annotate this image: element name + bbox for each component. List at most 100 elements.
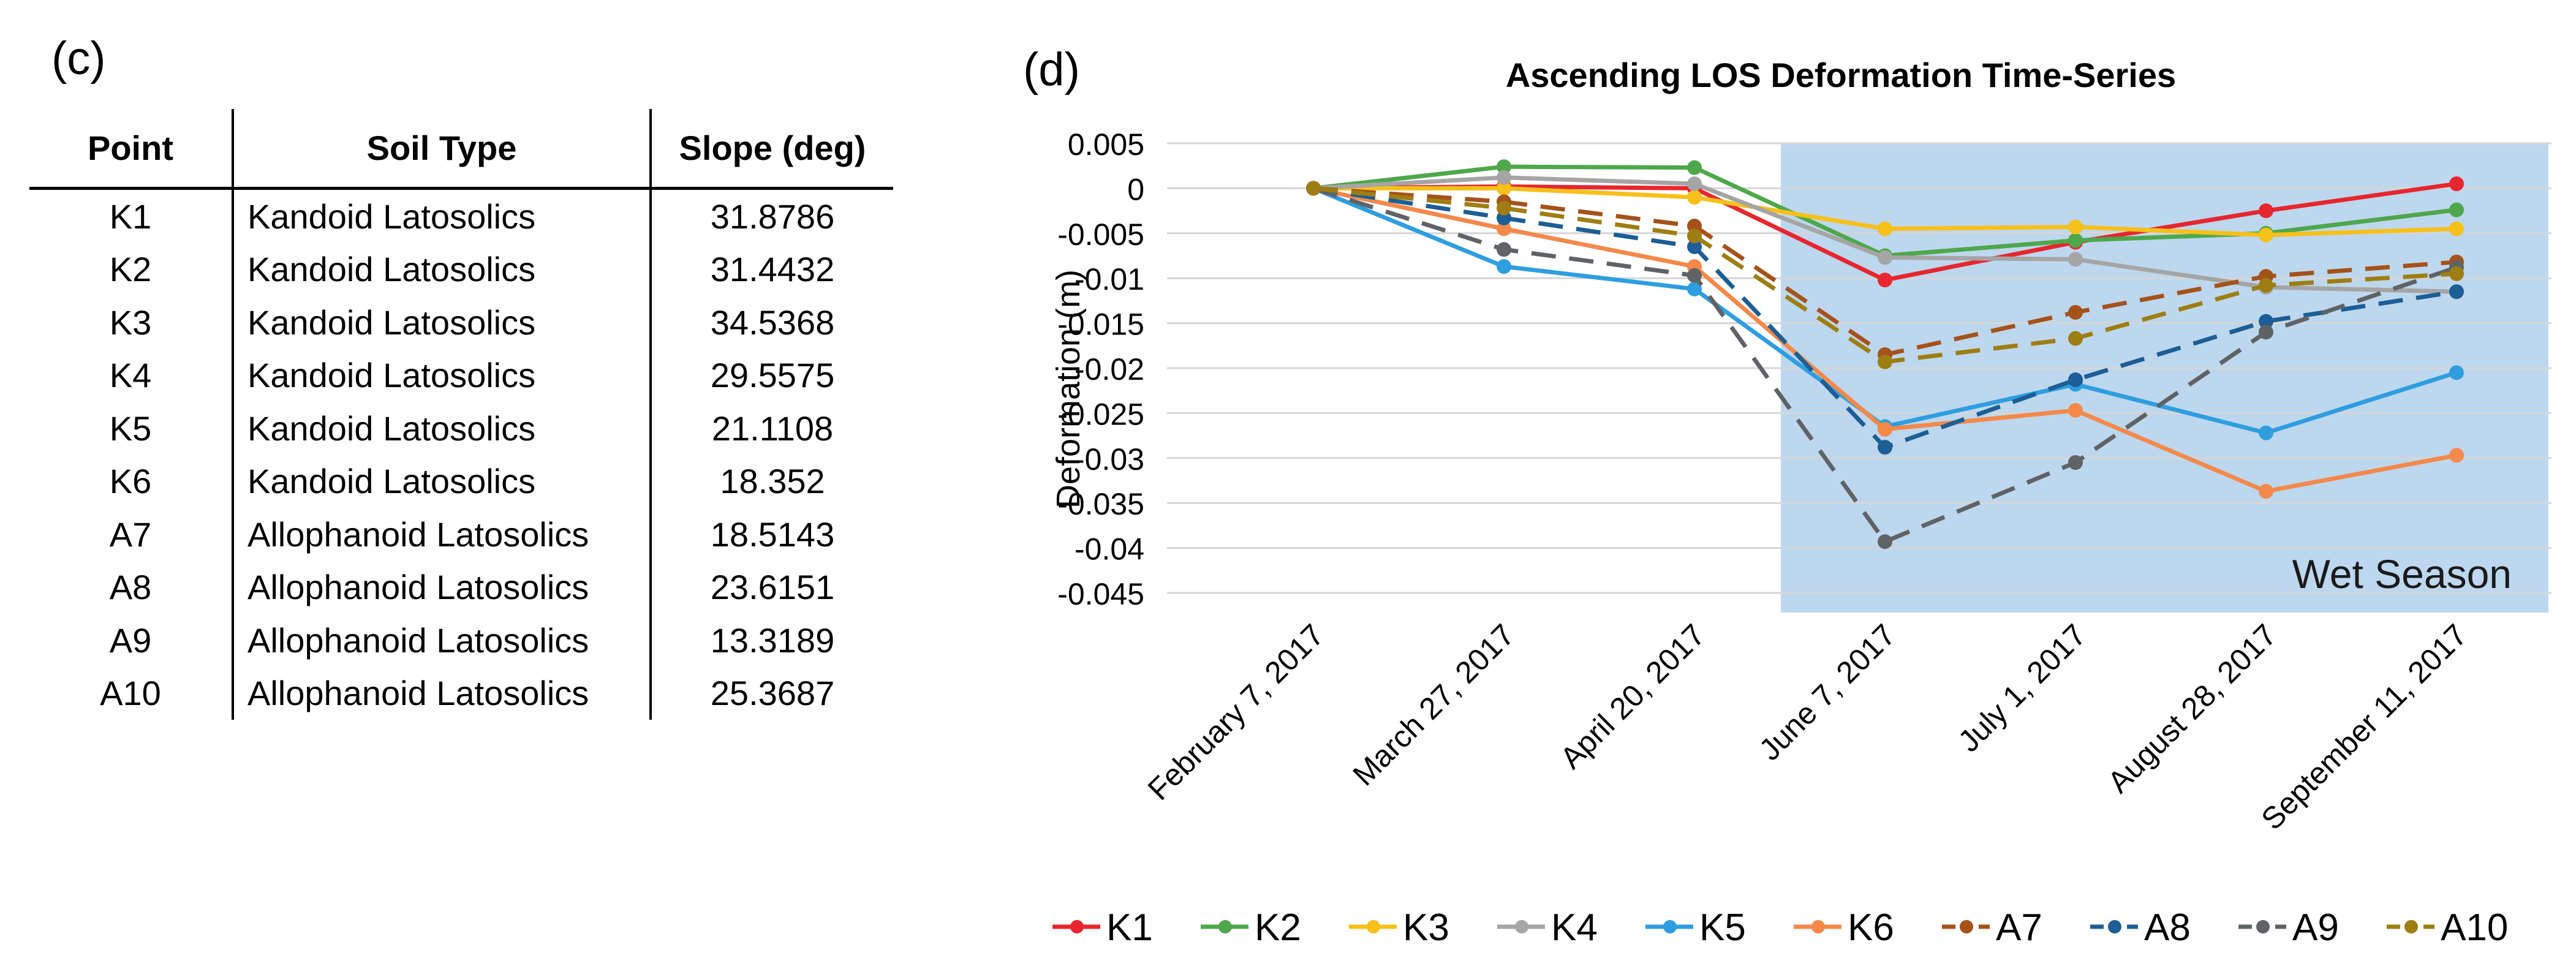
x-tick-label: April 20, 2017 (1554, 617, 1712, 775)
data-point (2068, 304, 2083, 320)
series-line (1312, 186, 2458, 544)
legend-marker (1218, 920, 1232, 933)
cell-soil-type: Kandoid Latosolics (232, 243, 651, 296)
data-point (1687, 219, 1702, 234)
cell-soil-type: Allophanoid Latosolics (232, 666, 651, 720)
data-point (1878, 421, 1892, 437)
header-point: Point (29, 109, 233, 190)
y-tick-label: -0.03 (1075, 442, 1144, 477)
data-point (1878, 419, 1892, 434)
data-point (1687, 176, 1702, 192)
legend-item-k1: K1 (1052, 907, 1153, 949)
data-point (1687, 190, 1702, 205)
series-lines (1306, 159, 2464, 549)
legend-item-a8: A8 (2090, 907, 2191, 949)
legend: K1 K2 K3 K4 K5 K6 A7 A8 A9 A10 (1052, 907, 2508, 949)
wet-season-label: Wet Season (2292, 551, 2512, 597)
data-point (1306, 181, 1321, 196)
data-point (1878, 347, 1892, 362)
y-axis-label: Deformation (m) (1050, 270, 1087, 508)
data-point (1306, 181, 1321, 196)
legend-item-a10: A10 (2387, 907, 2508, 949)
series-k5 (1306, 181, 2464, 440)
cell-soil-type: Kandoid Latosolics (232, 296, 651, 349)
cell-slope: 25.3687 (649, 666, 893, 720)
cell-point: A10 (100, 674, 161, 713)
legend-label: K3 (1403, 907, 1449, 949)
data-point (2259, 269, 2273, 284)
legend-marker (1960, 920, 1973, 933)
legend-label: A7 (1996, 907, 2042, 949)
data-point (1687, 259, 1702, 274)
data-point (1306, 181, 1321, 196)
x-tick-label: September 11, 2017 (2254, 617, 2473, 836)
cell-point: K5 (109, 409, 152, 448)
cell-point: K1 (109, 197, 152, 236)
data-point (1306, 181, 1321, 196)
data-point (1497, 242, 1511, 257)
data-point (1497, 159, 1511, 175)
y-tick-label: 0.005 (1068, 127, 1144, 162)
data-point (1878, 250, 1892, 265)
cell-point: K4 (109, 356, 152, 395)
x-tick-label: July 1, 2017 (1952, 617, 2093, 758)
legend-label: K5 (1699, 907, 1746, 949)
series-k6 (1306, 181, 2464, 499)
legend-label: A10 (2441, 907, 2508, 949)
y-tick-label: -0.025 (1057, 397, 1144, 431)
cell-soil-type: Kandoid Latosolics (232, 349, 651, 402)
data-point (2259, 203, 2273, 219)
data-point (1878, 248, 1892, 263)
data-point (1497, 210, 1511, 225)
y-tick-labels: 0.005 0 -0.005 -0.01 -0.015 -0.02 -0.025 -0.03 -… (1057, 127, 1144, 611)
legend-item-a9: A9 (2238, 907, 2339, 949)
legend-marker (2404, 920, 2418, 933)
legend-item-a7: A7 (1942, 907, 2042, 949)
legend-item-k5: K5 (1645, 907, 1746, 949)
data-point (2449, 202, 2464, 217)
data-point (2449, 260, 2464, 275)
series-k2 (1306, 159, 2464, 263)
y-tick-label: 0 (1127, 172, 1144, 206)
data-point (2449, 266, 2464, 281)
legend-item-k4: K4 (1497, 907, 1598, 949)
data-point (2068, 372, 2083, 388)
data-point (2449, 254, 2464, 270)
series-line (1313, 181, 2457, 282)
data-point (1878, 440, 1892, 455)
table-row: K5 Kandoid Latosolics 21.1108 (29, 402, 893, 455)
legend-marker (1811, 920, 1825, 933)
series-a8 (1306, 181, 2464, 455)
y-tick-label: -0.035 (1057, 487, 1144, 521)
data-point (1687, 160, 1702, 175)
table-row: K4 Kandoid Latosolics 29.5575 (29, 349, 893, 402)
y-tick-label: -0.02 (1075, 352, 1144, 386)
cell-slope: 34.5368 (649, 296, 893, 349)
cell-slope: 18.352 (649, 454, 893, 508)
data-point (1306, 181, 1321, 196)
cell-point: A9 (109, 620, 152, 660)
x-tick-labels: February 7, 2017 March 27, 2017 April 20, … (1141, 617, 2474, 836)
cell-slope: 21.1108 (649, 402, 893, 455)
series-line (1313, 186, 2457, 364)
legend-item-k3: K3 (1349, 907, 1449, 949)
cell-slope: 13.3189 (649, 614, 893, 667)
cell-point: K6 (109, 462, 152, 501)
data-point (2259, 484, 2273, 499)
x-tick-label: August 28, 2017 (2101, 617, 2283, 799)
data-point (1497, 179, 1511, 194)
data-point (2259, 425, 2273, 440)
x-tick-label: February 7, 2017 (1141, 617, 1331, 807)
data-point (1687, 281, 1702, 296)
table-row: A9 Allophanoid Latosolics 13.3189 (29, 614, 893, 667)
legend-label: K4 (1551, 907, 1598, 949)
legend-label: A8 (2144, 907, 2191, 949)
data-table: Point Soil Type Slope (deg) K1 Kandoid L… (29, 109, 893, 720)
data-point (2259, 279, 2273, 295)
series-k4 (1306, 170, 2464, 300)
cell-soil-type: Allophanoid Latosolics (232, 560, 651, 614)
legend-marker (2108, 920, 2121, 933)
data-point (1687, 268, 1702, 283)
cell-soil-type: Allophanoid Latosolics (232, 614, 651, 667)
series-a7 (1306, 181, 2464, 362)
